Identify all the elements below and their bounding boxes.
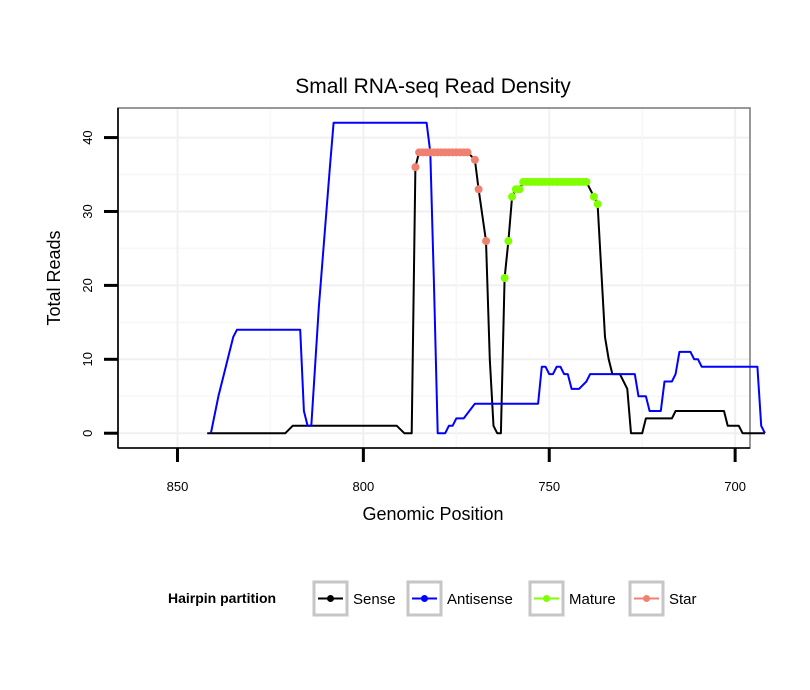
legend-key-dot xyxy=(327,595,334,602)
chart-title: Small RNA-seq Read Density xyxy=(295,75,571,98)
mature-point xyxy=(500,274,509,282)
legend-label-star: Star xyxy=(669,591,697,608)
star-point xyxy=(411,163,420,172)
legend-key-star xyxy=(628,580,665,617)
mature-point xyxy=(504,237,513,246)
legend-key-dot xyxy=(543,595,550,602)
x-tick-label: 700 xyxy=(724,479,746,494)
series-line-antisense xyxy=(209,121,766,435)
y-tick-label: 40 xyxy=(80,130,95,144)
marker-layer xyxy=(411,148,602,282)
mature-point xyxy=(582,177,591,186)
x-tick-label: 800 xyxy=(353,479,375,494)
mature-point xyxy=(593,200,602,209)
star-point xyxy=(474,185,483,194)
star-point xyxy=(482,237,491,246)
series-layer xyxy=(207,121,766,435)
mature-point xyxy=(589,192,598,201)
legend-label-mature: Mature xyxy=(569,591,616,608)
y-axis-title: Total Reads xyxy=(44,230,64,325)
legend-key-mature xyxy=(528,580,565,617)
axes: 850 800 750 700 0 10 20 30 40 xyxy=(80,108,750,494)
x-tick-label: 850 xyxy=(167,479,189,494)
star-point xyxy=(463,148,472,157)
series-line-sense xyxy=(207,151,765,435)
mature-point xyxy=(508,192,517,201)
legend-label-sense: Sense xyxy=(353,591,396,608)
legend-key-dot xyxy=(643,595,650,602)
mature-point xyxy=(515,185,524,194)
x-tick-label: 750 xyxy=(538,479,560,494)
legend: Hairpin partition Sense Antisense Mature St… xyxy=(168,580,697,617)
y-tick-label: 10 xyxy=(80,352,95,366)
legend-key-antisense xyxy=(406,580,443,617)
star-point xyxy=(470,155,479,164)
legend-title: Hairpin partition xyxy=(168,590,276,606)
legend-key-dot xyxy=(421,595,428,602)
y-tick-label: 30 xyxy=(80,204,95,218)
legend-label-antisense: Antisense xyxy=(447,591,513,608)
y-tick-label: 0 xyxy=(80,430,95,437)
x-axis-title: Genomic Position xyxy=(362,504,503,524)
legend-key-sense xyxy=(312,580,349,617)
y-tick-label: 20 xyxy=(80,278,95,292)
